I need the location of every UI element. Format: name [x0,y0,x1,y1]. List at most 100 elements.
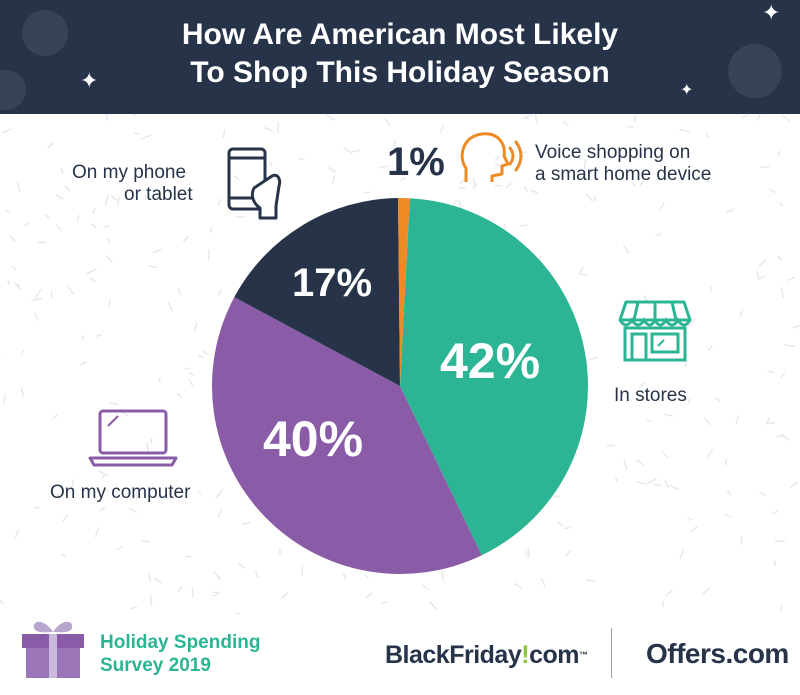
confetti-mark [452,199,458,207]
blackfriday-logo-bang: ! [521,641,530,669]
blackfriday-logo-tm: ™ [578,650,588,660]
label-on-my-computer: On my computer [50,482,191,503]
confetti-mark [177,585,183,593]
confetti-mark [3,394,6,404]
confetti-mark [152,248,163,254]
confetti-mark [20,349,25,356]
confetti-mark [579,273,588,276]
confetti-mark [233,175,239,180]
confetti-mark [2,128,12,134]
confetti-mark [724,513,732,518]
confetti-mark [703,417,711,426]
confetti-mark [20,387,25,397]
confetti-mark [269,160,273,168]
confetti-mark [563,526,571,530]
confetti-mark [132,114,136,117]
confetti-mark [168,302,173,312]
confetti-mark [263,127,274,132]
confetti-mark [326,114,336,121]
confetti-mark [778,202,784,207]
confetti-mark [242,521,251,525]
confetti-mark [381,600,388,605]
confetti-mark [534,114,539,124]
confetti-mark [562,120,569,127]
confetti-mark [217,509,222,518]
confetti-mark [144,194,147,201]
confetti-mark [60,553,67,558]
confetti-mark [98,470,108,477]
confetti-mark [787,276,795,282]
confetti-mark [197,354,204,359]
blackfriday-logo: BlackFriday!com™ [385,641,588,669]
confetti-mark [196,490,202,495]
storefront-icon [618,300,692,362]
confetti-mark [494,184,502,187]
confetti-mark [134,131,140,136]
confetti-mark [0,599,4,604]
confetti-mark [56,493,61,500]
header-banner: ✦ ✦ ✦ How Are American Most Likely To Sh… [0,0,800,114]
confetti-mark [631,181,636,187]
confetti-mark [10,235,16,242]
confetti-mark [725,208,735,214]
confetti-mark [94,527,100,538]
confetti-mark [557,521,564,527]
confetti-mark [514,582,523,589]
confetti-mark [776,434,785,438]
confetti-mark [639,179,645,187]
confetti-mark [177,288,182,296]
pie-slice-value-in-stores: 42% [440,333,540,389]
confetti-mark [188,371,195,376]
confetti-mark [735,414,740,425]
confetti-mark [364,573,369,579]
confetti-mark [215,488,224,499]
voice-head-icon [460,132,523,182]
confetti-mark [399,176,406,182]
confetti-mark [440,125,445,133]
confetti-mark [76,214,80,221]
confetti-mark [103,225,110,229]
pie-slice-in-stores [400,198,588,556]
confetti-mark [147,573,152,582]
confetti-mark [579,266,585,274]
confetti-mark [61,514,68,523]
confetti-mark [792,324,800,329]
confetti-mark [363,191,371,194]
confetti-mark [623,244,630,255]
sparkle-icon: ✦ [680,82,694,99]
chart-title-line-1: How Are American Most Likely [181,18,619,51]
confetti-mark [772,510,779,515]
confetti-mark [281,592,289,600]
bokeh-circle [22,10,68,56]
confetti-mark [615,476,619,483]
confetti-mark [638,382,645,388]
confetti-mark [106,255,113,264]
confetti-mark [766,370,775,374]
confetti-mark [759,491,766,497]
chart-title-line-2: To Shop This Holiday Season [190,56,610,89]
confetti-mark [343,146,353,155]
confetti-mark [52,413,59,420]
sparkle-icon: ✦ [762,0,781,25]
confetti-mark [626,125,635,129]
confetti-mark [686,320,695,328]
confetti-mark [583,158,587,170]
confetti-mark [130,606,138,610]
confetti-mark [588,356,599,361]
confetti-mark [149,594,153,606]
confetti-mark [551,495,561,499]
confetti-mark [669,484,680,491]
confetti-mark [784,344,795,347]
confetti-mark [107,238,111,244]
confetti-mark [101,474,106,479]
confetti-mark [789,482,798,488]
confetti-mark [255,571,259,578]
confetti-mark [50,291,53,299]
pie-chart: 42% 40% 17% [211,198,588,575]
confetti-mark [141,539,151,543]
label-in-stores: In stores [614,385,687,406]
confetti-mark [148,265,158,269]
confetti-mark [55,193,64,200]
confetti-mark [191,587,194,598]
confetti-mark [30,297,43,302]
